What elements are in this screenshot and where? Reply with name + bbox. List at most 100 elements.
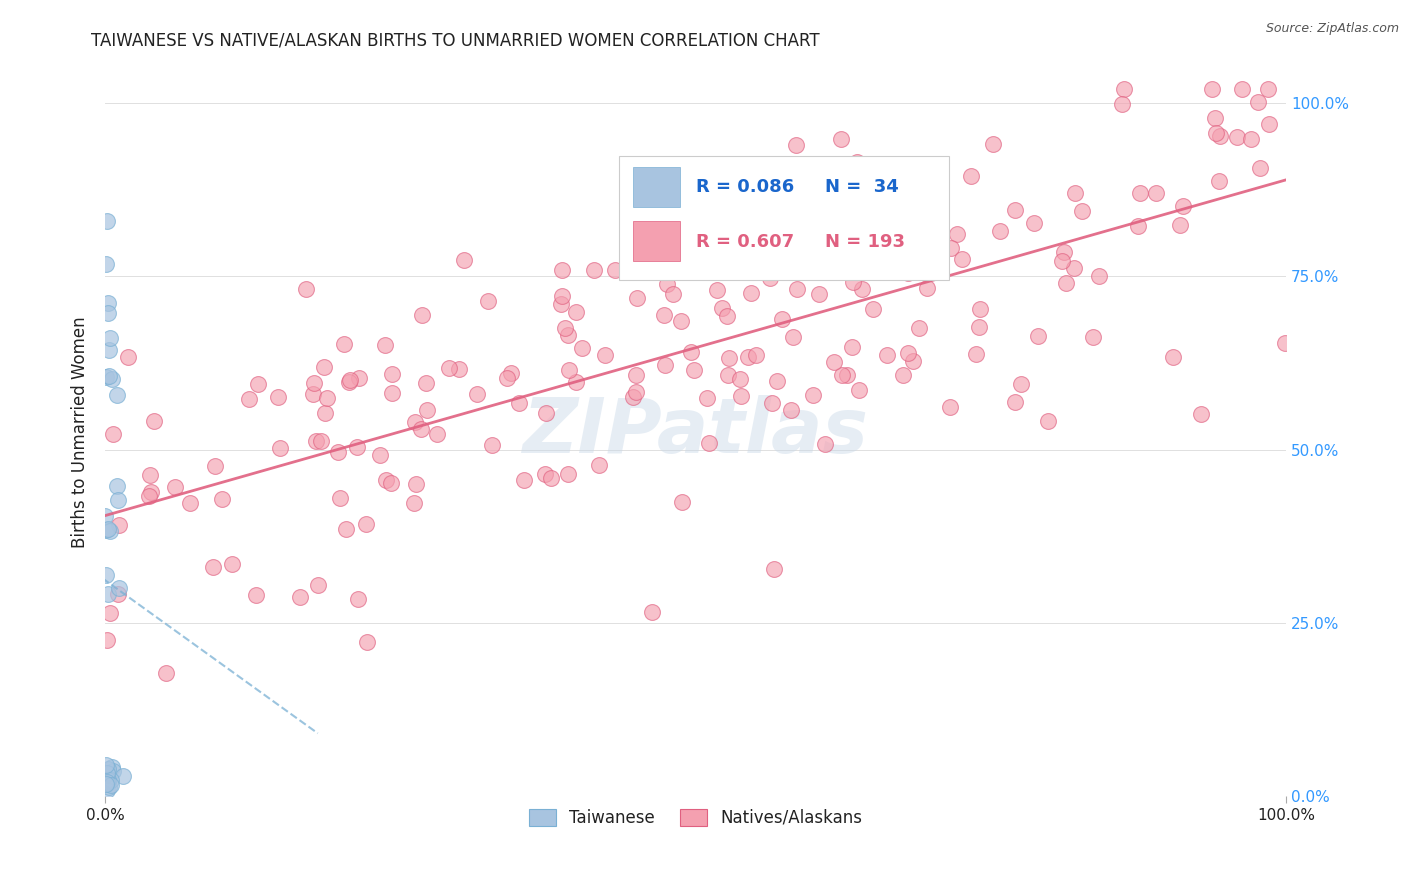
Point [100, 773, 122, 788]
Point [540, 471, 562, 485]
Point [94, 370, 117, 384]
Point [718, 351, 741, 366]
FancyBboxPatch shape [619, 156, 949, 279]
Point [94, 776, 117, 790]
Point [1161, 350, 1184, 364]
Point [969, 301, 991, 316]
Point [447, 361, 470, 376]
Point [813, 437, 835, 451]
Point [112, 769, 135, 783]
Point [838, 226, 860, 240]
Point [1050, 254, 1073, 268]
Point [1026, 328, 1049, 343]
Point [621, 390, 644, 404]
Point [845, 154, 868, 169]
Point [716, 309, 738, 323]
Point [1126, 219, 1149, 233]
Point [96, 632, 118, 647]
Point [108, 518, 131, 533]
Point [329, 491, 352, 505]
Point [938, 401, 960, 415]
Point [1004, 394, 1026, 409]
Point [927, 242, 949, 256]
Text: R = 0.607: R = 0.607 [696, 233, 794, 251]
Point [785, 138, 807, 153]
Point [98, 368, 121, 383]
Point [740, 248, 762, 262]
Text: R = 0.086: R = 0.086 [696, 178, 794, 196]
Point [745, 348, 768, 362]
Point [307, 578, 329, 592]
Point [411, 308, 433, 322]
Text: Source: ZipAtlas.com: Source: ZipAtlas.com [1265, 22, 1399, 36]
Point [1129, 186, 1152, 200]
Point [603, 262, 626, 277]
Point [851, 282, 873, 296]
Point [593, 348, 616, 362]
Point [565, 375, 588, 389]
Point [305, 434, 328, 448]
Point [349, 371, 371, 385]
Point [534, 406, 557, 420]
Point [1063, 261, 1085, 276]
Point [96, 568, 118, 582]
Point [247, 377, 270, 392]
Point [499, 367, 522, 381]
Point [1230, 82, 1253, 96]
Point [624, 384, 647, 399]
Point [1081, 330, 1104, 344]
Point [671, 495, 693, 509]
Point [1274, 336, 1296, 351]
Point [508, 395, 530, 409]
Point [269, 442, 291, 456]
Point [897, 345, 920, 359]
Point [346, 591, 368, 606]
Point [101, 760, 124, 774]
Point [381, 385, 404, 400]
Point [96, 774, 118, 789]
Point [911, 234, 934, 248]
Point [221, 557, 243, 571]
Point [652, 308, 675, 322]
Point [96, 766, 118, 780]
FancyBboxPatch shape [633, 221, 681, 261]
Point [706, 283, 728, 297]
Point [699, 435, 721, 450]
Point [204, 458, 226, 473]
Point [946, 227, 969, 242]
Point [1010, 377, 1032, 392]
Point [588, 458, 610, 472]
Point [786, 282, 808, 296]
Point [831, 368, 853, 383]
Point [835, 368, 858, 383]
Point [101, 426, 124, 441]
Point [314, 406, 336, 420]
Point [326, 445, 349, 459]
Point [679, 344, 702, 359]
Point [101, 764, 124, 779]
Point [98, 606, 121, 620]
Point [759, 271, 782, 285]
Point [534, 467, 557, 482]
Point [1112, 82, 1135, 96]
Point [354, 516, 377, 531]
Point [100, 331, 122, 345]
Point [1208, 174, 1230, 188]
Point [339, 375, 361, 389]
Point [912, 235, 935, 249]
Point [302, 376, 325, 391]
Point [465, 387, 488, 401]
Point [335, 522, 357, 536]
Point [657, 277, 679, 291]
Point [105, 388, 128, 402]
Point [1088, 269, 1111, 284]
Point [96, 523, 118, 537]
Point [513, 473, 536, 487]
Point [662, 287, 685, 301]
Point [717, 368, 740, 383]
Point [96, 256, 118, 270]
FancyBboxPatch shape [633, 167, 681, 207]
Point [333, 337, 356, 351]
Point [848, 384, 870, 398]
Point [696, 391, 718, 405]
